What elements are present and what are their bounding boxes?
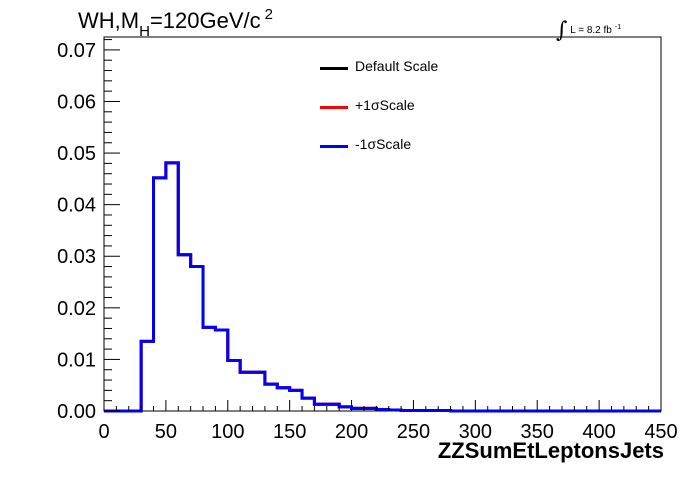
legend-line-plus1sigma bbox=[320, 106, 348, 109]
y-tick-label: 0.07 bbox=[57, 40, 96, 62]
chart-title-prefix: WH,M bbox=[78, 8, 140, 33]
x-tick-label: 300 bbox=[459, 421, 492, 443]
series-line-0 bbox=[104, 161, 661, 413]
legend-line-default bbox=[320, 67, 348, 70]
luminosity-superscript: -1 bbox=[614, 23, 622, 31]
legend-line-minus1sigma bbox=[320, 145, 348, 148]
chart-title-superscript: 2 bbox=[264, 6, 273, 23]
x-tick-label: 350 bbox=[521, 421, 554, 443]
x-tick-label: 400 bbox=[582, 421, 615, 443]
x-tick-label: 200 bbox=[335, 421, 368, 443]
legend: Default Scale +1σScale -1σScale bbox=[318, 58, 468, 175]
series-line-2 bbox=[104, 161, 661, 413]
y-tick-label: 0.04 bbox=[57, 195, 96, 217]
x-tick-label: 150 bbox=[273, 421, 306, 443]
legend-label-default: Default Scale bbox=[355, 58, 439, 74]
x-tick-label: 450 bbox=[644, 421, 677, 443]
chart-title-subscript: H bbox=[139, 23, 150, 40]
x-axis-title: ZZSumEtLeptonsJets bbox=[437, 438, 664, 463]
y-tick-label: 0.01 bbox=[57, 349, 96, 371]
legend-entry-plus1sigma: +1σScale bbox=[318, 97, 468, 136]
series-line-1 bbox=[104, 161, 661, 413]
legend-entry-minus1sigma: -1σScale bbox=[318, 136, 468, 175]
plot-frame bbox=[103, 36, 662, 412]
x-tick-label: 100 bbox=[211, 421, 244, 443]
luminosity-text: L = 8.2 fb bbox=[570, 25, 612, 36]
y-tick-label: 0.05 bbox=[57, 143, 96, 165]
y-tick-label: 0.06 bbox=[57, 91, 96, 113]
x-axis: 0 50 100 150 200 250 300 350 400 450 bbox=[98, 400, 678, 443]
y-tick-label: 0.00 bbox=[57, 401, 96, 423]
y-tick-label: 0.03 bbox=[57, 246, 96, 268]
y-tick-label: 0.02 bbox=[57, 298, 96, 320]
integral-symbol: ∫ bbox=[556, 18, 568, 43]
legend-entry-default: Default Scale bbox=[318, 58, 468, 97]
x-tick-label: 50 bbox=[155, 421, 177, 443]
chart-title-suffix: =120GeV/c bbox=[149, 8, 261, 33]
legend-label-plus1sigma: +1σScale bbox=[355, 97, 415, 113]
series-layer bbox=[104, 161, 661, 413]
x-tick-label: 0 bbox=[98, 421, 109, 443]
y-axis: 0.00 0.01 0.02 0.03 0.04 0.05 0.06 0.07 bbox=[57, 39, 120, 423]
x-tick-label: 250 bbox=[397, 421, 430, 443]
luminosity-label: ∫ L = 8.2 fb -1 bbox=[556, 14, 622, 43]
chart-title: WH,MH=120GeV/c 2 bbox=[78, 6, 273, 40]
legend-label-minus1sigma: -1σScale bbox=[355, 136, 412, 152]
